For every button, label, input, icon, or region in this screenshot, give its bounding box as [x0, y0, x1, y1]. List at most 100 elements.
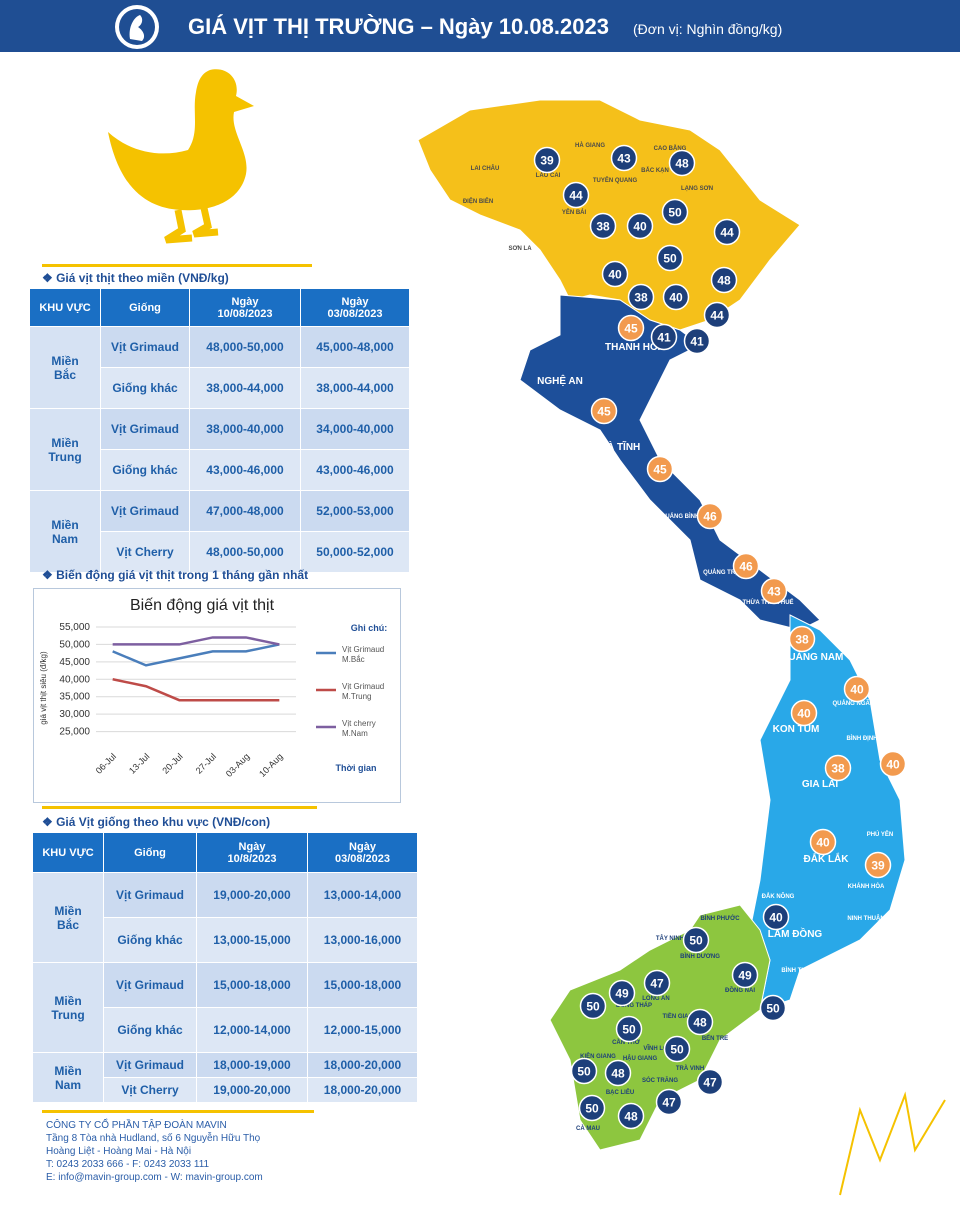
- price-badge: [646, 455, 674, 483]
- column-header: Giống: [101, 289, 189, 326]
- column-header-text: Ngày 10/08/2023: [217, 295, 273, 320]
- price-badge: [655, 1088, 683, 1116]
- price-badge: [533, 146, 561, 174]
- price-value: 48: [693, 1016, 707, 1030]
- price-value: 44: [720, 226, 734, 240]
- price-badge: [662, 283, 690, 311]
- price-badge: [626, 212, 654, 240]
- province-label: LÂM ĐỒNG: [768, 927, 823, 940]
- bullet: ❖ Giá vịt thịt theo miền (VNĐ/kg): [42, 271, 229, 285]
- province-label: TRÀ VINH: [676, 1065, 704, 1072]
- footer-line: E: info@mavin-group.com - W: mavin-group…: [46, 1172, 263, 1183]
- column-header-text: Giống: [129, 301, 161, 314]
- table-cell: 19,000-20,000: [197, 1078, 307, 1102]
- province-label: NINH THUẬN: [847, 915, 884, 922]
- province-label: THANH HÓA: [605, 340, 665, 353]
- price-value: 43: [617, 152, 631, 166]
- table-row: Vịt Cherry 48,000-50,000 50,000-52,000: [30, 532, 409, 572]
- price-value: 49: [615, 987, 629, 1001]
- table-cell: 15,000-18,000: [308, 963, 417, 1007]
- region-cell: Miền Bắc: [33, 873, 103, 962]
- column-header: Ngày 10/8/2023: [197, 833, 307, 872]
- province-label: KIÊN GIANG: [580, 1052, 616, 1060]
- price-badge: [703, 301, 731, 329]
- table-cell: Vịt Grimaud: [104, 1053, 196, 1077]
- price-badge: [617, 1102, 645, 1130]
- province-label: BẠC LIÊU: [606, 1088, 634, 1096]
- y-tick-label: 45,000: [59, 657, 90, 668]
- legend-entry: Vịt cherry M.Nam: [342, 719, 376, 738]
- price-badge: [615, 1015, 643, 1043]
- province-label: QUẢNG TRỊ: [703, 569, 737, 576]
- price-badge: [617, 314, 645, 342]
- price-badge: [759, 994, 787, 1022]
- table-cell: Giống khác: [101, 450, 189, 490]
- price-value: 40: [816, 836, 830, 850]
- region-text: Miền Trung: [48, 435, 82, 464]
- region-text: Miền Nam: [51, 517, 79, 546]
- price-value: 39: [540, 154, 554, 168]
- table-row: Miền Bắc Vịt Grimaud 48,000-50,000 45,000-4…: [30, 327, 409, 408]
- province-label: TIỀN GIANG: [662, 1013, 697, 1020]
- table-cell: 43,000-46,000: [190, 450, 300, 490]
- footer-line: T: 0243 2033 666 - F: 0243 2033 111: [46, 1159, 210, 1170]
- column-header-text: KHU VỰC: [42, 846, 94, 859]
- price-badge: [650, 323, 678, 351]
- table-row: Giống khác 12,000-14,000 12,000-15,000: [33, 1008, 417, 1052]
- logo: [115, 5, 159, 49]
- province-label: BẮC KẠN: [641, 166, 669, 174]
- province-label: SƠN LA: [508, 246, 532, 252]
- province-label: BẾN TRE: [702, 1035, 728, 1042]
- region-text: Miền Bắc: [51, 353, 79, 382]
- table-cell: 52,000-53,000: [301, 491, 409, 531]
- price-badge: [656, 244, 684, 272]
- price-badge: [760, 577, 788, 605]
- province-label: VĨNH LONG: [643, 1045, 677, 1052]
- table-cell: 18,000-20,000: [308, 1078, 417, 1102]
- price-value: 46: [739, 560, 753, 574]
- series-line: [112, 643, 280, 667]
- table-cell: 38,000-40,000: [190, 409, 300, 449]
- column-header: Giống: [104, 833, 196, 872]
- table-row: Giống khác 13,000-15,000 13,000-16,000: [33, 918, 417, 962]
- legend-title: Ghi chú:: [351, 623, 388, 633]
- province-label: ĐỒNG THÁP: [616, 1002, 652, 1009]
- duck-icon: [108, 69, 254, 244]
- table-cell: 43,000-46,000: [301, 450, 409, 490]
- y-tick-label: 40,000: [59, 674, 90, 685]
- province-label: CÀ MAU: [576, 1125, 600, 1132]
- series-line: [112, 636, 280, 646]
- price-badge: [578, 1094, 606, 1122]
- price-table: KHU VỰC Giống Ngày 10/8/2023 Ngày 03/08/202…: [32, 832, 418, 1103]
- province-label: YÊN BÁI: [562, 208, 587, 216]
- header-row: KHU VỰC Giống Ngày 10/8/2023 Ngày 03/08/202…: [33, 833, 417, 872]
- table-cell: 45,000-48,000: [301, 327, 409, 367]
- table-row: Miền Bắc Vịt Grimaud 19,000-20,000 13,000-1…: [33, 873, 417, 962]
- province-label: LAI CHÂU: [471, 165, 500, 172]
- price-badge: [788, 625, 816, 653]
- y-tick-label: 35,000: [59, 692, 90, 703]
- decoration: [839, 1091, 946, 1196]
- region-cell: Miền Trung: [33, 963, 103, 1052]
- price-badge: [731, 961, 759, 989]
- price-badge: [663, 1035, 691, 1063]
- price-value: 43: [767, 585, 781, 599]
- table-cell: 48,000-50,000: [190, 532, 300, 572]
- section-title: Giá Vịt giống theo khu vực (VNĐ/con): [56, 815, 271, 829]
- table-row: Giống khác 43,000-46,000 43,000-46,000: [30, 450, 409, 490]
- province-label: ĐIỆN BIÊN: [463, 197, 493, 205]
- region-text: Miền Bắc: [54, 903, 82, 932]
- price-badge: [570, 1057, 598, 1085]
- table-row: Miền Nam Vịt Grimaud 47,000-48,000 52,000-5…: [30, 491, 409, 572]
- price-value: 50: [577, 1065, 591, 1079]
- price-badge: [843, 675, 871, 703]
- table-cell: 19,000-20,000: [197, 873, 307, 917]
- table-cell: 38,000-44,000: [301, 368, 409, 408]
- price-value: 49: [738, 969, 752, 983]
- bullet: ❖ Giá Vịt giống theo khu vực (VNĐ/con): [42, 815, 271, 829]
- price-value: 50: [586, 1000, 600, 1014]
- table-cell: 38,000-44,000: [190, 368, 300, 408]
- column-header-text: KHU VỰC: [39, 301, 91, 314]
- y-tick-label: 25,000: [59, 727, 90, 738]
